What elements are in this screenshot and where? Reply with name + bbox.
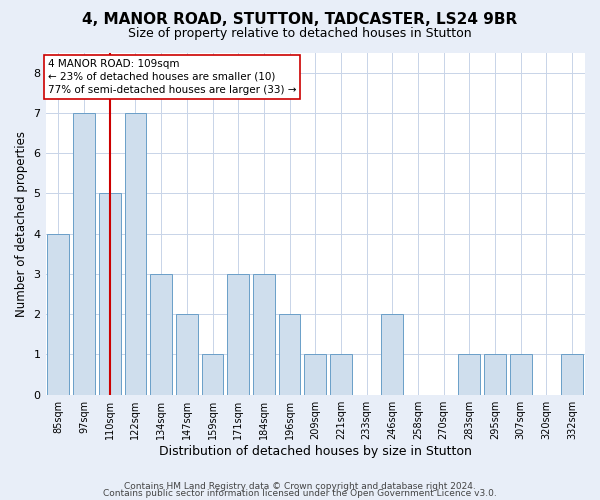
Bar bbox=[458, 354, 481, 395]
Text: Size of property relative to detached houses in Stutton: Size of property relative to detached ho… bbox=[128, 28, 472, 40]
Bar bbox=[202, 354, 223, 395]
Bar bbox=[227, 274, 249, 394]
Bar bbox=[73, 113, 95, 394]
Text: 4, MANOR ROAD, STUTTON, TADCASTER, LS24 9BR: 4, MANOR ROAD, STUTTON, TADCASTER, LS24 … bbox=[82, 12, 518, 28]
Bar bbox=[150, 274, 172, 394]
Bar bbox=[510, 354, 532, 395]
Text: Contains HM Land Registry data © Crown copyright and database right 2024.: Contains HM Land Registry data © Crown c… bbox=[124, 482, 476, 491]
Bar bbox=[176, 314, 198, 394]
Text: 4 MANOR ROAD: 109sqm
← 23% of detached houses are smaller (10)
77% of semi-detac: 4 MANOR ROAD: 109sqm ← 23% of detached h… bbox=[48, 58, 296, 95]
Bar bbox=[330, 354, 352, 395]
X-axis label: Distribution of detached houses by size in Stutton: Distribution of detached houses by size … bbox=[159, 444, 472, 458]
Bar bbox=[125, 113, 146, 394]
Bar bbox=[47, 234, 70, 394]
Bar bbox=[278, 314, 301, 394]
Bar bbox=[484, 354, 506, 395]
Y-axis label: Number of detached properties: Number of detached properties bbox=[15, 130, 28, 316]
Bar bbox=[99, 194, 121, 394]
Bar bbox=[253, 274, 275, 394]
Bar bbox=[561, 354, 583, 395]
Text: Contains public sector information licensed under the Open Government Licence v3: Contains public sector information licen… bbox=[103, 490, 497, 498]
Bar bbox=[382, 314, 403, 394]
Bar bbox=[304, 354, 326, 395]
